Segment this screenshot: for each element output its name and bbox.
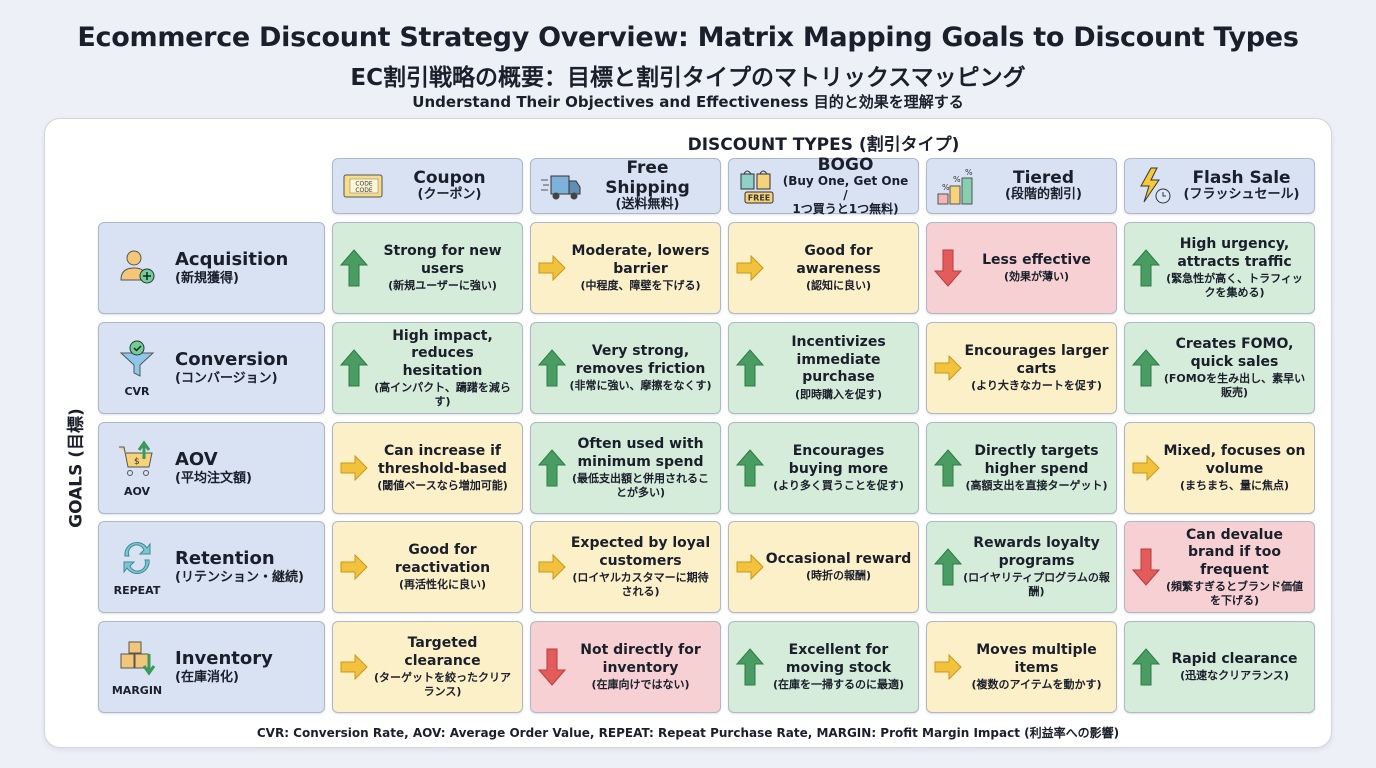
arrow-up-icon bbox=[735, 448, 765, 488]
column-header-bogo: FREE BOGO (Buy One, Get One / 1つ買うと1つ無料) bbox=[728, 155, 919, 215]
page-subtitle: Understand Their Objectives and Effectiv… bbox=[412, 93, 964, 111]
arrow-down-icon bbox=[537, 647, 567, 687]
column-header-tiered: %%% Tiered (段階的割引) bbox=[926, 158, 1117, 214]
matrix-cell: Good for awareness (認知に良い) bbox=[728, 222, 919, 314]
matrix-cell: Moves multiple items (複数のアイテムを動かす) bbox=[926, 621, 1117, 713]
svg-text:%: % bbox=[953, 175, 961, 184]
arrow-right-icon bbox=[537, 547, 567, 587]
footnote: CVR: Conversion Rate, AOV: Average Order… bbox=[256, 726, 1120, 740]
matrix-cell: Not directly for inventory (在庫向けではない) bbox=[530, 621, 721, 713]
arrow-right-icon bbox=[933, 348, 963, 388]
svg-text:%: % bbox=[965, 168, 973, 177]
arrow-up-icon bbox=[339, 248, 369, 288]
matrix-cell: Strong for new users (新規ユーザーに強い) bbox=[332, 222, 523, 314]
matrix-cell: Less effective (効果が薄い) bbox=[926, 222, 1117, 314]
matrix-cell: Expected by loyal customers (ロイヤルカスタマーに期… bbox=[530, 521, 721, 613]
discount-types-heading: DISCOUNT TYPES (割引タイプ) bbox=[687, 135, 960, 155]
arrow-up-icon bbox=[1131, 248, 1161, 288]
arrow-up-icon bbox=[933, 547, 963, 587]
arrow-right-icon bbox=[735, 248, 765, 288]
matrix-cell: Rapid clearance (迅速なクリアランス) bbox=[1124, 621, 1315, 713]
arrow-down-icon bbox=[933, 248, 963, 288]
matrix-cell: Excellent for moving stock (在庫を一掃するのに最適) bbox=[728, 621, 919, 713]
arrow-right-icon bbox=[537, 248, 567, 288]
arrow-up-icon bbox=[1131, 348, 1161, 388]
matrix-cell: Can increase if threshold-based (閾値ベースなら… bbox=[332, 422, 523, 514]
arrow-right-icon bbox=[339, 547, 369, 587]
matrix-cell: Creates FOMO, quick sales (FOMOを生み出し、素早い… bbox=[1124, 322, 1315, 414]
matrix-cell: Occasional reward (時折の報酬) bbox=[728, 521, 919, 613]
column-header-free-shipping: Free Shipping (送料無料) bbox=[530, 158, 721, 214]
column-header-flash-sale: Flash Sale (フラッシュセール) bbox=[1124, 158, 1315, 214]
matrix-cell: Rewards loyalty programs (ロイヤリティプログラムの報酬… bbox=[926, 521, 1117, 613]
refresh-cycle-icon bbox=[117, 538, 157, 582]
arrow-right-icon bbox=[1131, 448, 1161, 488]
goal-abbr: REPEAT bbox=[113, 583, 161, 597]
goals-heading: GOALS (目標) bbox=[66, 408, 87, 528]
page-title: Ecommerce Discount Strategy Overview: Ma… bbox=[77, 22, 1299, 53]
goal-aov: $ AOV AOV (平均注文額) bbox=[98, 422, 325, 514]
arrow-up-icon bbox=[735, 348, 765, 388]
matrix-cell: Often used with minimum spend (最低支出額と併用さ… bbox=[530, 422, 721, 514]
arrow-up-icon bbox=[735, 647, 765, 687]
goal-abbr: CVR bbox=[124, 384, 150, 398]
arrow-right-icon bbox=[339, 647, 369, 687]
matrix-cell: High urgency, attracts traffic (緊急性が高く、ト… bbox=[1124, 222, 1315, 314]
tiered-bars-percent-icon: %%% bbox=[935, 166, 979, 206]
matrix-cell: Mixed, focuses on volume (まちまち、量に焦点) bbox=[1124, 422, 1315, 514]
page-title-jp: EC割引戦略の概要：目標と割引タイプのマトリックスマッピング bbox=[350, 65, 1026, 91]
user-add-icon bbox=[117, 246, 157, 290]
arrow-right-icon bbox=[735, 547, 765, 587]
matrix-cell: Can devalue brand if too frequent (頻繁すぎる… bbox=[1124, 521, 1315, 613]
svg-text:%: % bbox=[942, 183, 950, 192]
goal-abbr: MARGIN bbox=[111, 683, 163, 697]
arrow-up-icon bbox=[933, 448, 963, 488]
matrix-cell: Moderate, lowers barrier (中程度、障壁を下げる) bbox=[530, 222, 721, 314]
funnel-check-icon bbox=[117, 339, 157, 383]
arrow-up-icon bbox=[339, 348, 369, 388]
goal-acquisition: Acquisition (新規獲得) bbox=[98, 222, 325, 314]
goal-conversion: CVR Conversion (コンバージョン) bbox=[98, 322, 325, 414]
matrix-cell: Very strong, removes friction (非常に強い、摩擦を… bbox=[530, 322, 721, 414]
goal-retention: REPEAT Retention (リテンション・継続) bbox=[98, 521, 325, 613]
coupon-code-icon: CODE CODE bbox=[341, 166, 385, 206]
arrow-right-icon bbox=[339, 448, 369, 488]
matrix-cell: Targeted clearance (ターゲットを絞ったクリアランス) bbox=[332, 621, 523, 713]
arrow-up-icon bbox=[1131, 647, 1161, 687]
shopping-bags-free-icon: FREE bbox=[737, 166, 781, 206]
delivery-truck-icon bbox=[539, 166, 583, 206]
matrix-cell: Encourages buying more (より多く買うことを促す) bbox=[728, 422, 919, 514]
arrow-up-icon bbox=[537, 448, 567, 488]
column-header-coupon: CODE CODE Coupon (クーポン) bbox=[332, 158, 523, 214]
arrow-up-icon bbox=[537, 348, 567, 388]
matrix-cell: High impact, reduces hesitation (高インパクト、… bbox=[332, 322, 523, 414]
matrix-cell: Encourages larger carts (より大きなカートを促す) bbox=[926, 322, 1117, 414]
arrow-right-icon bbox=[933, 647, 963, 687]
svg-text:CODE: CODE bbox=[355, 181, 373, 188]
svg-text:CODE: CODE bbox=[355, 187, 373, 194]
matrix-cell: Directly targets higher spend (高額支出を直接ター… bbox=[926, 422, 1117, 514]
goal-inventory: MARGIN Inventory (在庫消化) bbox=[98, 621, 325, 713]
lightning-timer-icon bbox=[1133, 166, 1177, 206]
goal-abbr: AOV bbox=[123, 484, 151, 498]
svg-text:FREE: FREE bbox=[748, 194, 771, 203]
arrow-down-icon bbox=[1131, 547, 1161, 587]
cart-dollar-up-icon: $ bbox=[117, 439, 157, 483]
matrix-cell: Incentivizes immediate purchase (即時購入を促す… bbox=[728, 322, 919, 414]
svg-text:$: $ bbox=[134, 457, 140, 467]
boxes-down-icon bbox=[117, 638, 157, 682]
matrix-cell: Good for reactivation (再活性化に良い) bbox=[332, 521, 523, 613]
